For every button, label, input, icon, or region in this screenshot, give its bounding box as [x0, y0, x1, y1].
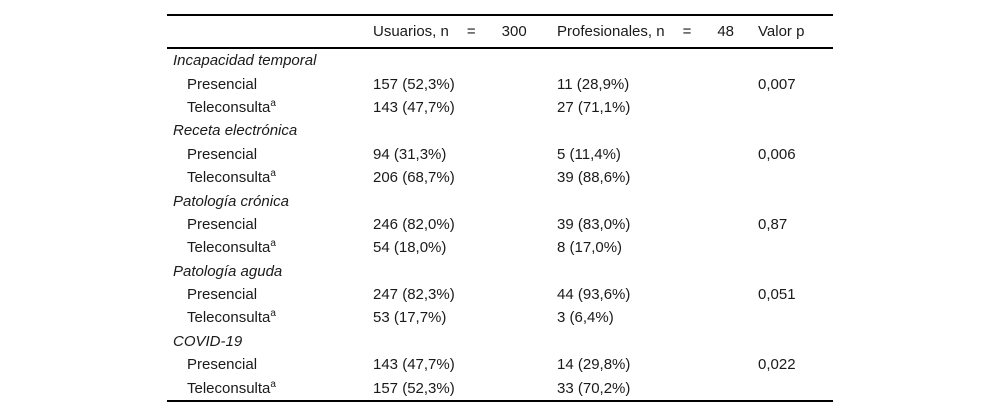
cell-valor-p: 0,051 — [758, 286, 796, 304]
category-label: Receta electrónica — [173, 122, 298, 140]
cell-profesionales: 27 (71,1%) — [557, 98, 631, 116]
cell-usuarios: 206 (68,7%) — [373, 169, 455, 187]
table-row: Teleconsultaa 53 (17,7%) 3 (6,4%) — [167, 306, 833, 329]
row-label-footnote-marker: a — [270, 168, 276, 180]
category-label: COVID-19 — [173, 332, 243, 350]
row-label: Presencial — [167, 147, 373, 162]
category-label: Patología crónica — [173, 192, 289, 210]
header-profesionales: Profesionales, n = 48 — [557, 24, 758, 39]
table-row: Presencial 94 (31,3%) 5 (11,4%) 0,006 — [167, 143, 833, 166]
cell-profesionales: 5 (11,4%) — [557, 145, 621, 163]
row-label: Presencial — [167, 77, 373, 92]
cell-valor-p: 0,022 — [758, 356, 796, 374]
cell-usuarios: 53 (17,7%) — [373, 309, 447, 327]
row-label-text: Presencial — [187, 215, 258, 233]
row-label-footnote-marker: a — [270, 308, 276, 320]
category-label: Patología aguda — [173, 262, 283, 280]
cell-profesionales: 44 (93,6%) — [557, 286, 631, 304]
row-label-text: Presencial — [187, 75, 258, 93]
row-label-text: Teleconsulta — [187, 379, 271, 397]
row-label: Presencial — [167, 357, 373, 372]
table-row: Presencial 246 (82,0%) 39 (83,0%) 0,87 — [167, 213, 833, 236]
row-label-text: Teleconsulta — [187, 309, 271, 327]
cell-profesionales: 33 (70,2%) — [557, 379, 631, 397]
cell-valor-p: 0,87 — [758, 215, 788, 233]
cell-usuarios: 143 (47,7%) — [373, 98, 455, 116]
row-label-footnote-marker: a — [270, 378, 276, 390]
row-label-footnote-marker: a — [270, 238, 276, 250]
row-label: Presencial — [167, 287, 373, 302]
header-profesionales-equals: = — [682, 23, 692, 40]
category-row: COVID-19 — [167, 330, 833, 353]
category-row: Patología crónica — [167, 189, 833, 212]
row-label-text: Teleconsulta — [187, 239, 271, 257]
table-row: Presencial 247 (82,3%) 44 (93,6%) 0,051 — [167, 283, 833, 306]
category-label: Incapacidad temporal — [173, 52, 317, 70]
row-label-text: Teleconsulta — [187, 98, 271, 116]
cell-usuarios: 247 (82,3%) — [373, 286, 455, 304]
category-row: Receta electrónica — [167, 119, 833, 142]
header-profesionales-n: 48 — [717, 23, 735, 40]
row-label: Teleconsultaa — [167, 378, 373, 397]
cell-usuarios: 157 (52,3%) — [373, 379, 455, 397]
row-label-text: Presencial — [187, 145, 258, 163]
table-row: Presencial 157 (52,3%) 11 (28,9%) 0,007 — [167, 72, 833, 95]
header-usuarios-label: Usuarios, n — [373, 23, 449, 40]
row-label-text: Teleconsulta — [187, 169, 271, 187]
table-row: Presencial 143 (47,7%) 14 (29,8%) 0,022 — [167, 353, 833, 376]
cell-valor-p: 0,007 — [758, 75, 796, 93]
header-profesionales-label: Profesionales, n — [557, 23, 665, 40]
row-label-text: Presencial — [187, 286, 258, 304]
row-label: Presencial — [167, 217, 373, 232]
header-usuarios: Usuarios, n = 300 — [373, 24, 557, 39]
cell-usuarios: 94 (31,3%) — [373, 145, 447, 163]
cell-usuarios: 246 (82,0%) — [373, 215, 455, 233]
header-usuarios-n: 300 — [501, 23, 527, 40]
table-row: Teleconsultaa 143 (47,7%) 27 (71,1%) — [167, 96, 833, 119]
table-row: Teleconsultaa 206 (68,7%) 39 (88,6%) — [167, 166, 833, 189]
row-label: Teleconsultaa — [167, 168, 373, 187]
table-body: Incapacidad temporal Presencial 157 (52,… — [167, 49, 833, 400]
category-row: Incapacidad temporal — [167, 49, 833, 72]
row-label-footnote-marker: a — [270, 97, 276, 109]
row-label: Teleconsultaa — [167, 238, 373, 257]
header-valor-p: Valor p — [758, 23, 805, 40]
cell-profesionales: 14 (29,8%) — [557, 356, 631, 374]
table-header-row: Usuarios, n = 300 Profesionales, n = 48 Valo… — [167, 16, 833, 49]
cell-profesionales: 39 (88,6%) — [557, 169, 631, 187]
cell-profesionales: 8 (17,0%) — [557, 239, 623, 257]
cell-profesionales: 39 (83,0%) — [557, 215, 631, 233]
results-table: Usuarios, n = 300 Profesionales, n = 48 Valo… — [167, 14, 833, 402]
table-row: Teleconsultaa 157 (52,3%) 33 (70,2%) — [167, 376, 833, 399]
cell-valor-p: 0,006 — [758, 145, 796, 163]
table-row: Teleconsultaa 54 (18,0%) 8 (17,0%) — [167, 236, 833, 259]
cell-usuarios: 157 (52,3%) — [373, 75, 455, 93]
cell-profesionales: 3 (6,4%) — [557, 309, 614, 327]
header-usuarios-equals: = — [466, 23, 476, 40]
cell-usuarios: 143 (47,7%) — [373, 356, 455, 374]
row-label: Teleconsultaa — [167, 97, 373, 116]
cell-profesionales: 11 (28,9%) — [557, 75, 630, 93]
cell-usuarios: 54 (18,0%) — [373, 239, 447, 257]
row-label: Teleconsultaa — [167, 308, 373, 327]
category-row: Patología aguda — [167, 260, 833, 283]
row-label-text: Presencial — [187, 356, 258, 374]
